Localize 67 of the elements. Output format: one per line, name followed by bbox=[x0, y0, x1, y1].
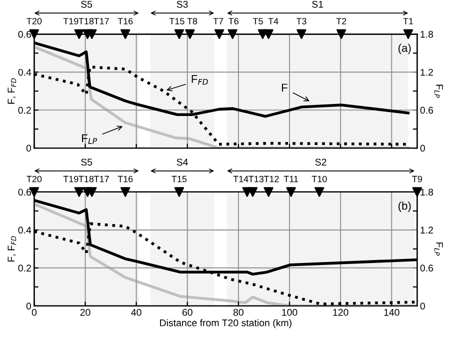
y-tick-label: 0.6 bbox=[18, 30, 31, 38]
band-label: S2 bbox=[315, 158, 326, 166]
data-label: T15 bbox=[172, 176, 187, 182]
x-tick-label: 80 bbox=[233, 308, 244, 316]
band-label: S5 bbox=[81, 158, 92, 166]
data-label: T5 bbox=[252, 18, 263, 24]
data-label: T19 bbox=[63, 176, 78, 182]
data-label: T6 bbox=[228, 18, 238, 24]
y2-tick-label: 0.6 bbox=[420, 106, 434, 114]
y2-tick-label: 1.8 bbox=[420, 188, 434, 196]
y-tick-label: 0.6 bbox=[18, 188, 31, 196]
band-label: S5 bbox=[81, 0, 92, 8]
data-label: T12 bbox=[264, 176, 279, 182]
data-label: T4 bbox=[268, 18, 278, 24]
band-label: S4 bbox=[176, 158, 188, 166]
y-tick-label: 0.4 bbox=[18, 226, 32, 234]
data-label: T18 bbox=[78, 18, 94, 24]
x-tick-label: 120 bbox=[333, 308, 348, 316]
data-label: T2 bbox=[336, 18, 346, 24]
data-label: T3 bbox=[296, 18, 306, 24]
annotation: F$_{LP}$ bbox=[82, 134, 98, 144]
y2-tick-label: 0 bbox=[420, 302, 425, 310]
y2-tick-label: 1.2 bbox=[420, 68, 433, 76]
y-tick-label: 0.4 bbox=[18, 68, 32, 76]
y2-tick-label: 0 bbox=[420, 144, 425, 152]
data-label: T18 bbox=[78, 176, 94, 182]
annotation: F$_{FD}$ bbox=[192, 75, 208, 85]
y-tick-label: 0 bbox=[26, 302, 32, 310]
annotation: F bbox=[282, 84, 288, 92]
annotation: (b) bbox=[398, 202, 411, 212]
data-label: T15 bbox=[169, 18, 184, 24]
annotation: (a) bbox=[398, 44, 411, 54]
data-label: T19 bbox=[63, 18, 78, 24]
data-label: T17 bbox=[94, 176, 109, 182]
x-tick-label: 20 bbox=[80, 308, 90, 316]
y-tick-label: 0.2 bbox=[18, 106, 31, 114]
data-label: T1 bbox=[403, 18, 414, 24]
data-label: T10 bbox=[312, 176, 327, 182]
data-label: T11 bbox=[284, 176, 298, 182]
y-axis-title: F, F$_{FD}$ bbox=[8, 236, 16, 262]
x-tick-label: 100 bbox=[282, 308, 298, 316]
data-label: T16 bbox=[118, 176, 133, 182]
y-tick-label: 0.2 bbox=[18, 264, 31, 272]
data-label: T14 bbox=[233, 176, 248, 182]
x-tick-label: 0 bbox=[32, 308, 37, 316]
data-label: T9 bbox=[412, 176, 422, 182]
y2-axis-title: F$_{LP}$ bbox=[434, 84, 443, 98]
x-tick-label: 140 bbox=[384, 308, 400, 316]
y-axis-title: F, F$_{FD}$ bbox=[8, 78, 16, 104]
x-tick-label: 60 bbox=[182, 308, 192, 316]
band-label: S3 bbox=[176, 0, 188, 8]
data-label: T8 bbox=[187, 18, 198, 24]
x-axis-title: Distance from T20 station (km) bbox=[160, 319, 292, 328]
data-label: T7 bbox=[213, 18, 224, 24]
y2-tick-label: 1.8 bbox=[420, 30, 434, 38]
y-tick-label: 0 bbox=[26, 144, 32, 152]
line-series bbox=[34, 45, 410, 148]
y2-tick-label: 1.2 bbox=[420, 226, 433, 234]
data-label: T17 bbox=[94, 18, 109, 24]
data-label: T16 bbox=[118, 18, 133, 24]
data-label: T20 bbox=[26, 176, 42, 182]
y2-axis-title: F$_{LP}$ bbox=[434, 242, 443, 256]
x-tick-label: 40 bbox=[131, 308, 142, 316]
data-label: T20 bbox=[26, 18, 42, 24]
band-label: S1 bbox=[312, 0, 324, 8]
data-label: T13 bbox=[248, 176, 264, 182]
y2-tick-label: 0.6 bbox=[420, 264, 434, 272]
